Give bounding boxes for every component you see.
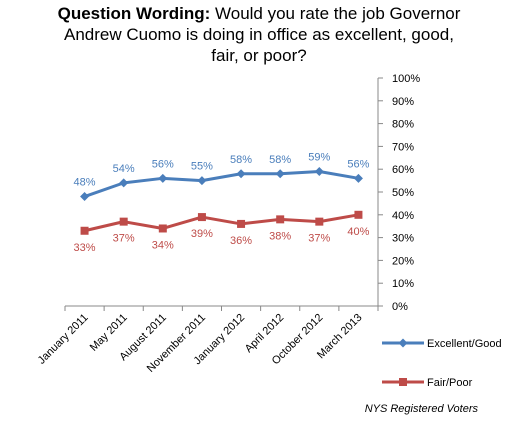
series-marker-0 (275, 169, 285, 179)
data-label: 38% (269, 230, 291, 242)
series-marker-1 (354, 210, 363, 219)
y-tick-label: 10% (392, 278, 414, 290)
data-label: 48% (74, 177, 96, 189)
title-line-2: Andrew Cuomo is doing in office as excel… (64, 25, 454, 44)
data-label: 55% (191, 161, 213, 173)
series-marker-0 (197, 176, 207, 186)
title-lead: Question Wording: (57, 4, 211, 23)
data-label: 34% (152, 239, 174, 251)
title-line-1: Would you rate the job Governor (210, 4, 461, 23)
data-label: 37% (308, 233, 330, 245)
series-marker-1 (158, 224, 167, 233)
y-tick-label: 40% (392, 210, 414, 222)
y-tick-label: 90% (392, 96, 414, 108)
y-tick-label: 100% (392, 73, 420, 85)
data-label: 59% (308, 151, 330, 163)
series-marker-1 (119, 217, 128, 226)
series-marker-0 (314, 166, 324, 176)
y-tick-label: 30% (392, 233, 414, 245)
y-tick-label: 60% (392, 164, 414, 176)
y-tick-label: 20% (392, 255, 414, 267)
series-marker-0 (236, 169, 246, 179)
data-label: 58% (230, 154, 252, 166)
legend-marker-1 (399, 378, 407, 386)
legend-label-1: Fair/Poor (427, 377, 473, 389)
series-marker-1 (315, 217, 324, 226)
series-line-1 (84, 213, 359, 233)
source-note: NYS Registered Voters (364, 403, 478, 415)
y-tick-label: 0% (392, 301, 408, 313)
data-label: 56% (152, 158, 174, 170)
data-label: 33% (74, 242, 96, 254)
legend-marker-0 (398, 338, 408, 348)
data-label: 37% (113, 233, 135, 245)
data-label: 36% (230, 235, 252, 247)
data-label: 54% (113, 163, 135, 175)
y-tick-label: 80% (392, 119, 414, 131)
chart-title: Question Wording: Would you rate the job… (0, 3, 518, 66)
x-tick-label: January 2011 (36, 312, 91, 367)
y-tick-label: 70% (392, 141, 414, 153)
data-label: 39% (191, 228, 213, 240)
series-marker-0 (119, 178, 129, 188)
series-marker-1 (80, 226, 89, 235)
y-tick-label: 50% (392, 187, 414, 199)
series-marker-1 (276, 215, 285, 224)
data-label: 56% (347, 158, 369, 170)
series-line-0 (84, 169, 359, 198)
title-line-3: fair, or poor? (211, 46, 307, 65)
series-marker-0 (158, 173, 168, 183)
legend-label-0: Excellent/Good (427, 338, 502, 350)
series-marker-1 (237, 219, 246, 228)
series-marker-1 (197, 213, 206, 222)
data-label: 40% (347, 226, 369, 238)
series-marker-0 (353, 173, 363, 183)
data-label: 58% (269, 154, 291, 166)
series-marker-0 (80, 192, 90, 202)
